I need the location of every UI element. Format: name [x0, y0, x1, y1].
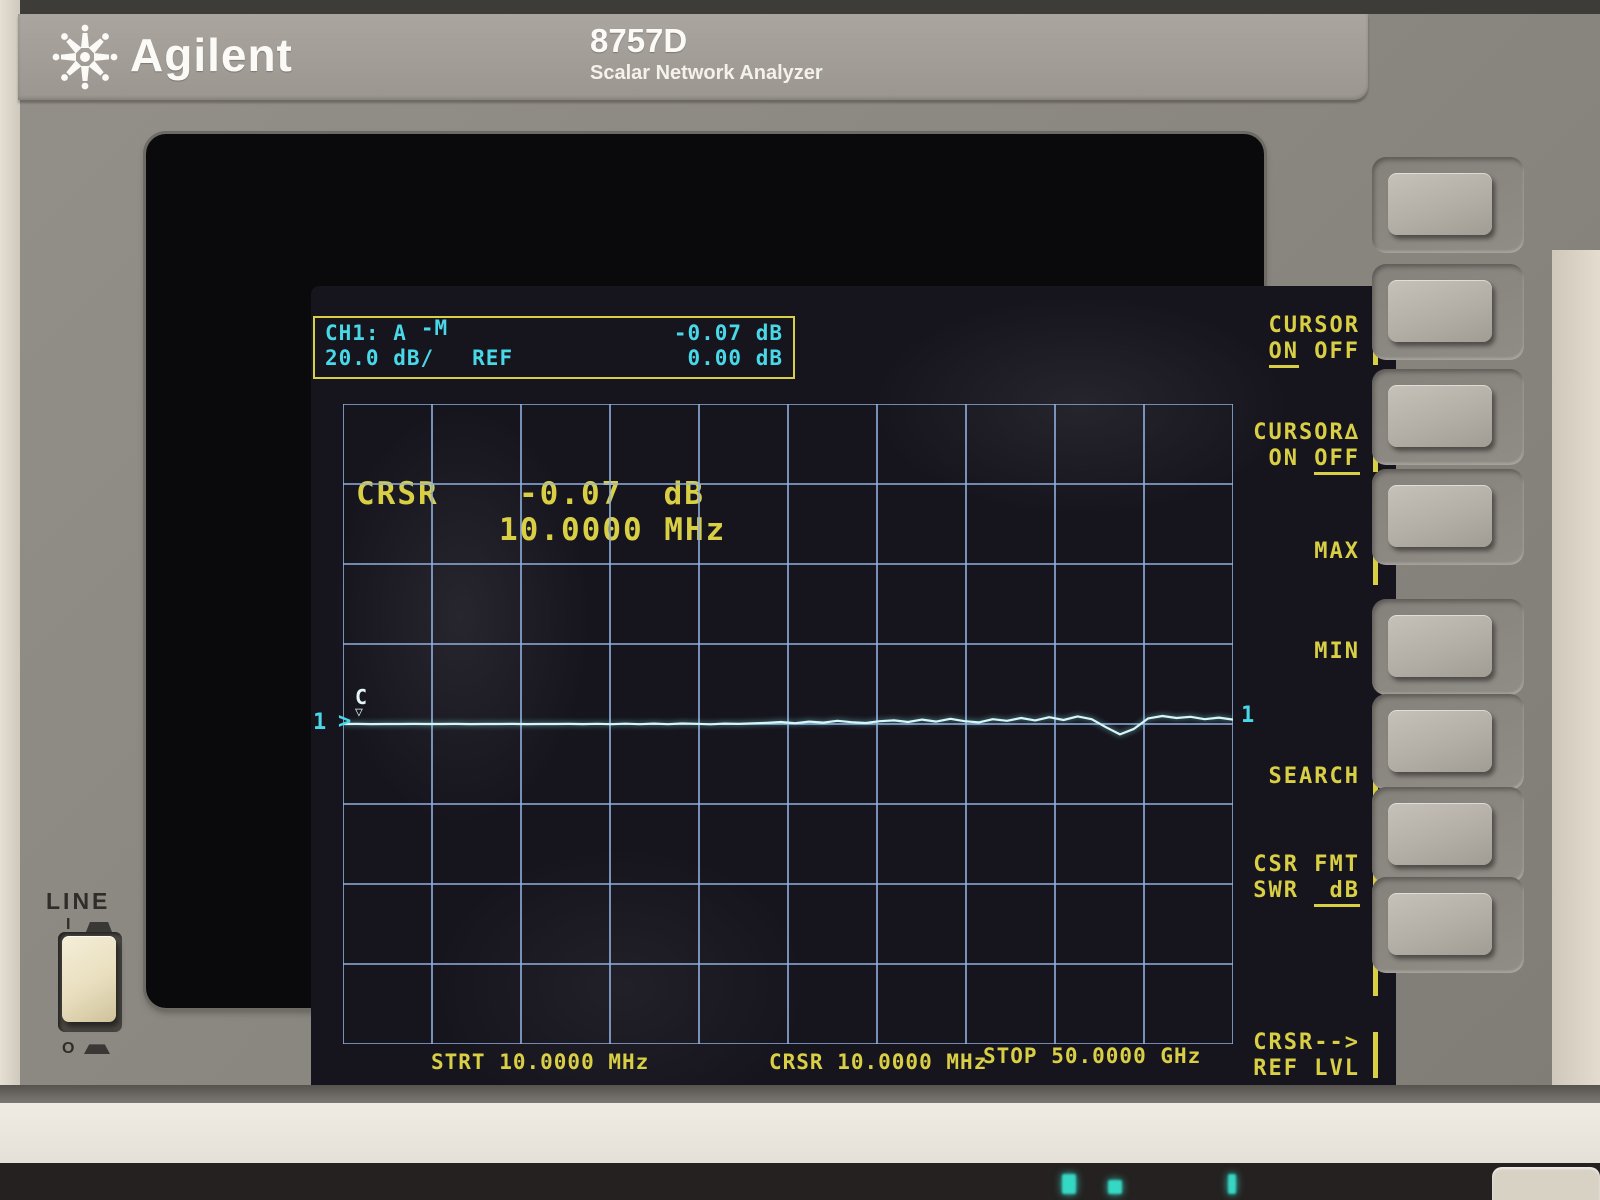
softkey-label-2: CURSOR∆ ON OFF	[1253, 420, 1378, 475]
softkey-well	[1372, 787, 1524, 883]
softkey-cursor-bar	[1373, 952, 1378, 996]
cursor-caret-icon: ▽	[355, 705, 363, 720]
softkey-well	[1372, 157, 1524, 253]
softkey-button-8[interactable]	[1388, 893, 1492, 955]
cursor-readout-value: -0.07 dB	[519, 476, 705, 512]
softkey-button-column	[1372, 0, 1542, 1085]
cursor-pointer-icon: >	[338, 709, 352, 734]
sweeper-lcd-segment	[1108, 1180, 1122, 1194]
cursor-frequency-annotation: CRSR 10.0000 MHz	[769, 1050, 988, 1074]
softkey-label-4: MIN	[1314, 639, 1378, 685]
crt-bezel: CH1: A -M -0.07 dB 20.0 dB/ REF 0.00 dB …	[146, 134, 1396, 1132]
switch-off-pictograph-icon	[84, 1044, 110, 1054]
line-switch-well	[58, 932, 122, 1032]
softkey-well	[1372, 264, 1524, 360]
line-switch-label: LINE	[46, 888, 111, 914]
softkey-label-5: SEARCH	[1269, 764, 1378, 810]
power-off-symbol: O	[62, 1040, 75, 1057]
cursor-readout-frequency: 10.0000 MHz	[499, 512, 727, 548]
ref-value: 0.00 dB	[687, 346, 783, 370]
softkey-button-2[interactable]	[1388, 280, 1492, 342]
chassis-top-edge	[0, 0, 1600, 14]
softkey-button-3[interactable]	[1388, 385, 1492, 447]
cursor-readout-label: CRSR	[356, 476, 439, 512]
softkey-well	[1372, 369, 1524, 465]
brand-name: Agilent	[130, 29, 293, 81]
softkey-label-1: CURSOR ON OFF	[1268, 313, 1378, 368]
softkey-label-6: CSR FMT SWR dB	[1253, 852, 1378, 907]
softkey-button-7[interactable]	[1388, 803, 1492, 865]
sweeper-lcd-segment	[1062, 1174, 1076, 1194]
sweeper-front-button[interactable]	[1492, 1167, 1600, 1200]
softkey-button-6[interactable]	[1388, 710, 1492, 772]
model-description: Scalar Network Analyzer	[590, 62, 823, 84]
channel-measurement-label: CH1: A	[325, 321, 407, 345]
channel-level-value: -0.07 dB	[673, 321, 783, 345]
sweeper-display-window	[0, 1163, 1600, 1200]
softkey-cursor-bar	[1373, 541, 1378, 585]
softkey-button-5[interactable]	[1388, 615, 1492, 677]
display-screen: CH1: A -M -0.07 dB 20.0 dB/ REF 0.00 dB …	[311, 286, 1396, 1132]
channel-annotation-box: CH1: A -M -0.07 dB 20.0 dB/ REF 0.00 dB	[313, 316, 795, 379]
softkey-label-8: CRSR--> REF LVL	[1253, 1030, 1378, 1082]
softkey-well	[1372, 694, 1524, 790]
softkey-well	[1372, 877, 1524, 973]
softkey-well	[1372, 469, 1524, 565]
sweeper-lcd-segment	[1228, 1174, 1236, 1194]
model-number: 8757D	[590, 22, 688, 59]
switch-on-pictograph-icon	[86, 922, 112, 932]
ref-label: REF	[472, 346, 514, 370]
stop-frequency-annotation: STOP 50.0000 GHz	[983, 1044, 1202, 1068]
adjacent-panel-right	[1552, 250, 1600, 1103]
scale-per-div: 20.0 dB/	[325, 346, 435, 370]
graticule-and-trace	[343, 404, 1233, 1044]
agilent-logo-icon	[52, 24, 118, 90]
softkey-button-1[interactable]	[1388, 173, 1492, 235]
channel1-marker-left: 1	[313, 710, 327, 735]
softkey-button-4[interactable]	[1388, 485, 1492, 547]
memory-suffix: -M	[420, 316, 449, 340]
start-frequency-annotation: STRT 10.0000 MHz	[431, 1050, 650, 1074]
nameplate: Agilent 8757D Scalar Network Analyzer	[18, 14, 1368, 100]
sweeper-top-strip: hp HEWLETT PACKARD 83650A 10 MHz - 50 GH…	[0, 1103, 1600, 1165]
channel1-marker-right: 1	[1241, 703, 1255, 728]
softkey-cursor-bar	[1373, 766, 1378, 810]
power-on-symbol: I	[66, 916, 71, 933]
softkey-cursor-bar	[1373, 1032, 1378, 1078]
softkey-well	[1372, 599, 1524, 695]
line-power-switch[interactable]	[62, 936, 116, 1022]
cursor-c-marker: C	[355, 685, 368, 709]
chassis-left-trim	[0, 0, 20, 1085]
instrument-gap	[0, 1085, 1600, 1103]
softkey-label-3: MAX	[1314, 539, 1378, 585]
